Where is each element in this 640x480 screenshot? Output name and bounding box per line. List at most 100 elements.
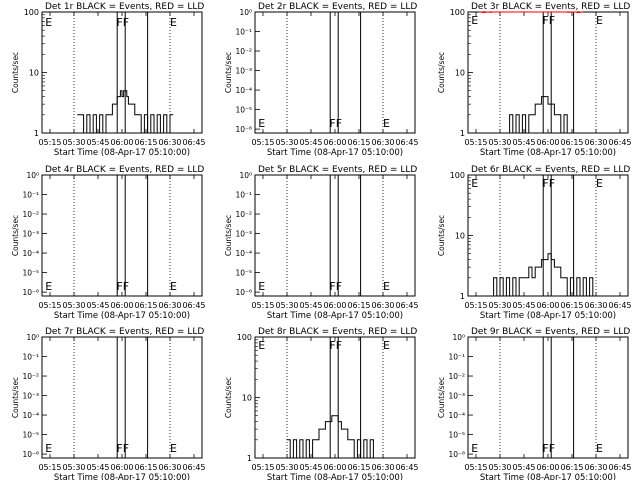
y-tick-label: 1 xyxy=(247,454,252,463)
x-axis-label: Start Time (08-Apr-17 05:10:00) xyxy=(267,148,403,158)
y-tick-label: 10⁻³ xyxy=(235,230,252,239)
y-tick-label: 100 xyxy=(237,333,252,342)
x-tick-label: 06:15 xyxy=(347,301,370,310)
x-axis-label: Start Time (08-Apr-17 05:10:00) xyxy=(267,311,403,321)
x-tick-label: 05:15 xyxy=(38,301,61,310)
plot-frame xyxy=(467,336,629,459)
x-tick-label: 05:15 xyxy=(38,463,61,472)
y-tick-label: 10⁻⁵ xyxy=(235,269,252,278)
y-tick-label: 10⁰ xyxy=(239,171,252,180)
y-tick-label: 10⁻⁵ xyxy=(235,106,252,115)
panel-title: Det 8r BLACK = Events, RED = LLD xyxy=(258,327,417,337)
plot-frame xyxy=(41,11,203,134)
marker-e2: E xyxy=(170,442,177,455)
y-tick-label: 10⁰ xyxy=(452,333,465,342)
y-tick-label: 10 xyxy=(455,69,465,78)
x-tick-label: 05:45 xyxy=(299,138,322,147)
y-tick-label: 10 xyxy=(242,394,252,403)
marker-f2: F xyxy=(549,442,555,455)
y-tick-label: 10⁻⁴ xyxy=(235,86,252,95)
marker-e1: E xyxy=(258,117,265,130)
y-tick-label: 10⁰ xyxy=(26,171,39,180)
y-axis-label: Counts/sec xyxy=(437,377,446,418)
x-tick-label: 05:45 xyxy=(86,138,109,147)
x-tick-label: 05:30 xyxy=(488,138,511,147)
marker-e1: E xyxy=(471,14,478,27)
x-tick-label: 06:30 xyxy=(371,138,394,147)
y-tick-label: 10⁻¹ xyxy=(22,191,39,200)
y-tick-label: 10⁻² xyxy=(22,210,39,219)
panel-title: Det 3r BLACK = Events, RED = LLD xyxy=(471,2,630,12)
x-axis-label: Start Time (08-Apr-17 05:10:00) xyxy=(480,148,616,158)
x-tick-label: 05:45 xyxy=(299,301,322,310)
x-tick-label: 06:15 xyxy=(134,138,157,147)
x-tick-label: 06:15 xyxy=(347,463,370,472)
plot-frame xyxy=(254,336,416,459)
y-tick-label: 10⁻⁵ xyxy=(448,431,465,440)
y-tick-label: 10⁻¹ xyxy=(235,28,252,37)
plot-frame xyxy=(467,174,629,297)
x-tick-label: 05:30 xyxy=(488,301,511,310)
y-tick-label: 10 xyxy=(455,232,465,241)
x-tick-label: 06:30 xyxy=(371,301,394,310)
marker-e1: E xyxy=(471,442,478,455)
x-tick-label: 06:00 xyxy=(110,463,133,472)
x-tick-label: 05:15 xyxy=(464,463,487,472)
y-tick-label: 10⁻¹ xyxy=(448,353,465,362)
y-tick-label: 10⁻⁶ xyxy=(448,450,465,459)
y-axis-label: Counts/sec xyxy=(437,52,446,93)
x-axis-label: Start Time (08-Apr-17 05:10:00) xyxy=(480,311,616,321)
y-tick-label: 10⁰ xyxy=(239,8,252,17)
x-tick-label: 05:15 xyxy=(464,138,487,147)
x-tick-label: 06:30 xyxy=(158,138,181,147)
y-tick-label: 100 xyxy=(450,171,465,180)
panel-title: Det 5r BLACK = Events, RED = LLD xyxy=(258,165,417,175)
y-tick-label: 10⁻³ xyxy=(448,392,465,401)
y-tick-label: 10⁻⁴ xyxy=(22,249,39,258)
marker-e2: E xyxy=(596,14,603,27)
marker-f2: F xyxy=(336,117,342,130)
plot-frame xyxy=(41,336,203,459)
x-tick-label: 05:15 xyxy=(251,138,274,147)
y-tick-label: 10⁻⁴ xyxy=(22,411,39,420)
y-tick-label: 1 xyxy=(460,129,465,138)
x-tick-label: 06:45 xyxy=(608,463,631,472)
x-tick-label: 05:45 xyxy=(299,463,322,472)
x-tick-label: 06:00 xyxy=(536,138,559,147)
marker-e2: E xyxy=(170,16,177,29)
plot-frame xyxy=(254,11,416,134)
marker-e2: E xyxy=(596,177,603,190)
x-tick-label: 06:30 xyxy=(584,301,607,310)
marker-e2: E xyxy=(170,280,177,293)
y-tick-label: 10⁻⁵ xyxy=(22,269,39,278)
panel-det-3r: Det 3r BLACK = Events, RED = LLD 05:15 05:… xyxy=(437,2,632,158)
x-axis-label: Start Time (08-Apr-17 05:10:00) xyxy=(480,473,616,480)
x-tick-label: 06:45 xyxy=(182,138,205,147)
series-events-line xyxy=(490,253,596,297)
marker-f2: F xyxy=(549,14,555,27)
y-tick-label: 10⁻⁴ xyxy=(448,411,465,420)
y-tick-label: 10⁻⁶ xyxy=(22,288,39,297)
x-axis-label: Start Time (08-Apr-17 05:10:00) xyxy=(54,473,190,480)
x-tick-label: 06:00 xyxy=(323,301,346,310)
marker-f2: F xyxy=(549,177,555,190)
panel-title: Det 7r BLACK = Events, RED = LLD xyxy=(45,327,204,337)
x-tick-label: 06:45 xyxy=(182,301,205,310)
marker-e1: E xyxy=(45,442,52,455)
marker-e2: E xyxy=(383,117,390,130)
plot-frame xyxy=(254,174,416,297)
y-tick-label: 10⁻¹ xyxy=(22,353,39,362)
marker-e1: E xyxy=(471,177,478,190)
x-tick-label: 06:15 xyxy=(560,138,583,147)
marker-f2: F xyxy=(336,280,342,293)
y-tick-label: 10⁻³ xyxy=(235,67,252,76)
marker-f1: F xyxy=(116,442,122,455)
marker-f1: F xyxy=(329,117,335,130)
x-tick-label: 05:30 xyxy=(275,138,298,147)
y-tick-label: 10⁰ xyxy=(26,333,39,342)
y-tick-label: 10⁻² xyxy=(22,372,39,381)
